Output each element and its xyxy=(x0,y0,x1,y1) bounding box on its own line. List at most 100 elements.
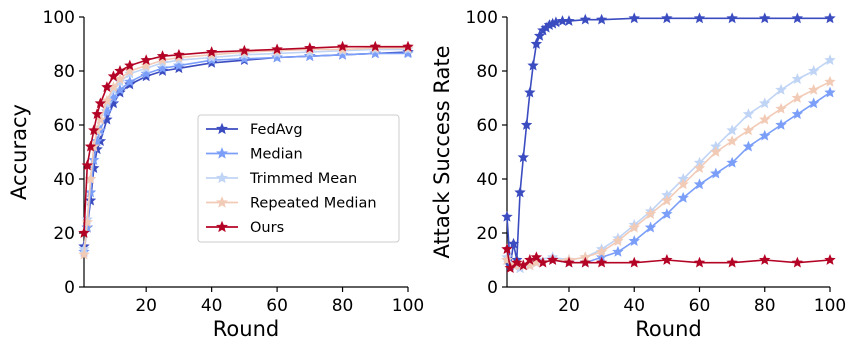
data-point xyxy=(336,48,349,60)
data-point xyxy=(807,83,820,95)
data-point xyxy=(88,124,100,136)
series-fedavg xyxy=(501,12,836,271)
data-point xyxy=(807,65,820,76)
data-point xyxy=(759,254,771,265)
legend-star-icon xyxy=(216,147,228,159)
data-point xyxy=(514,186,526,198)
data-point xyxy=(612,235,624,246)
data-point xyxy=(304,42,316,53)
series-trimmed-mean xyxy=(501,54,836,273)
data-point xyxy=(824,254,836,265)
data-point xyxy=(156,62,169,74)
data-point xyxy=(156,50,169,61)
data-point xyxy=(140,54,152,66)
data-point xyxy=(81,159,93,171)
y-axis-label: Attack Success Rate xyxy=(430,45,454,258)
data-point xyxy=(101,81,113,93)
data-point xyxy=(775,102,787,114)
data-point xyxy=(84,140,97,152)
data-point xyxy=(402,47,414,59)
data-point xyxy=(595,256,608,268)
attack-success-panel: 0 20 40 60 80 100 20 40 60 80 100 Round Attack Succe… xyxy=(430,8,846,341)
legend-label: Median xyxy=(250,147,303,163)
data-point xyxy=(507,237,520,249)
data-point xyxy=(628,221,640,233)
series-ours xyxy=(78,40,414,238)
data-point xyxy=(369,40,381,52)
data-point xyxy=(644,208,657,219)
data-point xyxy=(726,124,738,136)
data-point xyxy=(726,135,738,147)
data-point xyxy=(78,248,90,260)
x-tick-label: 60 xyxy=(689,296,711,316)
y-tick-label: 60 xyxy=(476,116,498,136)
data-point xyxy=(661,12,673,24)
data-point xyxy=(791,73,804,84)
y-tick-label: 20 xyxy=(476,224,498,244)
data-point xyxy=(824,86,836,98)
data-point xyxy=(501,210,513,222)
data-point xyxy=(824,12,836,24)
data-point xyxy=(759,129,771,141)
series-line xyxy=(506,91,831,269)
legend-star-icon xyxy=(216,220,228,233)
data-point xyxy=(563,256,575,268)
legend-label: Ours xyxy=(250,220,284,236)
data-point xyxy=(524,254,536,265)
data-point xyxy=(661,194,673,206)
series-line xyxy=(506,17,830,267)
legend: FedAvg Median Trimmed Mean Repeated Median O… xyxy=(197,114,400,243)
data-point xyxy=(612,245,624,257)
x-axis-label: Round xyxy=(635,317,701,341)
series-median xyxy=(501,86,836,273)
y-tick-label: 40 xyxy=(476,170,498,190)
y-tick-label: 60 xyxy=(53,116,75,136)
data-point xyxy=(759,97,771,109)
data-point xyxy=(677,191,689,203)
data-point xyxy=(124,59,136,71)
data-point xyxy=(791,92,804,103)
data-point xyxy=(759,12,771,24)
x-tick-label: 100 xyxy=(392,296,424,316)
data-point xyxy=(140,59,152,71)
data-point xyxy=(677,178,689,190)
data-point xyxy=(91,108,103,120)
data-point xyxy=(369,47,381,59)
data-point xyxy=(501,243,513,255)
data-point xyxy=(304,50,316,61)
data-point xyxy=(114,73,126,84)
accuracy-panel: 0 20 40 60 80 100 20 40 60 80 100 Round Accuracy FedA… xyxy=(7,8,424,341)
data-point xyxy=(88,154,100,165)
data-point xyxy=(710,146,722,157)
data-point xyxy=(537,256,549,268)
data-point xyxy=(726,156,738,168)
legend-label: Repeated Median xyxy=(250,196,377,212)
legend-star-icon xyxy=(216,196,228,208)
y-tick-label: 0 xyxy=(64,278,75,298)
data-point xyxy=(527,59,539,71)
data-point xyxy=(644,221,657,233)
data-point xyxy=(238,44,251,56)
data-point xyxy=(628,256,640,268)
x-tick-label: 20 xyxy=(558,296,580,316)
data-point xyxy=(563,15,575,26)
legend-label: FedAvg xyxy=(250,122,303,138)
data-point xyxy=(336,40,349,52)
data-point xyxy=(124,75,136,87)
data-point xyxy=(693,162,706,174)
data-point xyxy=(595,13,608,25)
y-tick-label: 40 xyxy=(53,170,75,190)
data-point xyxy=(114,65,126,76)
y-axis-label: Accuracy xyxy=(7,104,31,200)
data-point xyxy=(693,178,706,190)
data-point xyxy=(94,97,107,109)
x-tick-label: 20 xyxy=(135,296,157,316)
data-point xyxy=(726,12,738,24)
data-point xyxy=(533,29,546,41)
data-point xyxy=(775,119,787,130)
data-point xyxy=(824,75,836,87)
data-point xyxy=(628,235,640,246)
data-point xyxy=(661,208,673,219)
data-point xyxy=(791,108,804,120)
